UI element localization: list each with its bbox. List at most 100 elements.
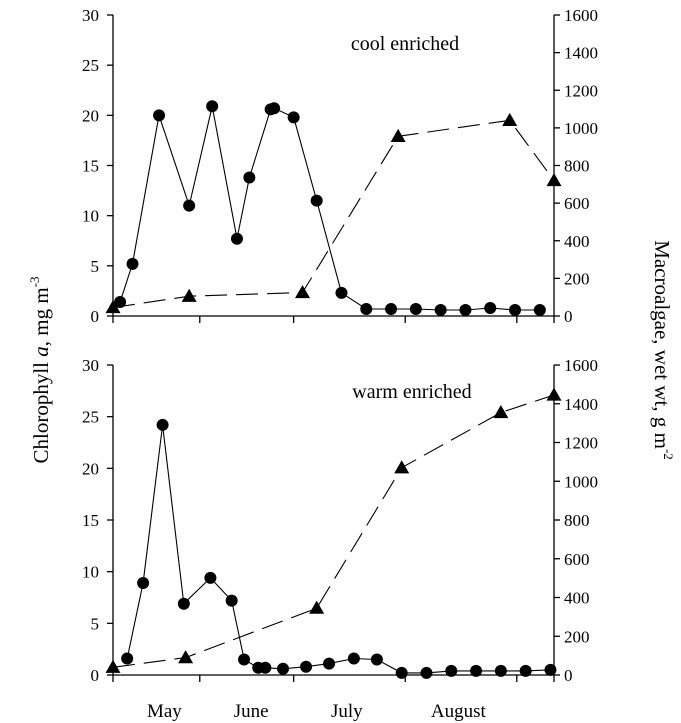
left-axis-title-post: , mg m xyxy=(29,287,53,346)
cool-right-tick-label: 1200 xyxy=(564,81,598,100)
cool-left-tick-label: 25 xyxy=(82,56,99,75)
cool-chlorophyll-point xyxy=(385,302,398,315)
warm-left-tick-label: 0 xyxy=(91,666,100,685)
warm-right-tick-label: 1000 xyxy=(564,472,598,491)
warm-left-tick-label: 30 xyxy=(82,356,99,375)
cool-chlorophyll-point xyxy=(287,111,300,124)
right-axis-title-main: Macroalgae, wet wt, g m xyxy=(650,240,674,449)
cool-chlorophyll-point xyxy=(126,257,139,270)
warm-macroalgae-point xyxy=(309,600,325,614)
right-axis-title: Macroalgae, wet wt, g m-2 xyxy=(650,240,676,460)
cool-chlorophyll-point xyxy=(335,286,348,299)
warm-left-tick-label: 25 xyxy=(82,408,99,427)
warm-chlorophyll-point xyxy=(370,653,383,666)
cool-left-tick-label: 10 xyxy=(82,207,99,226)
left-axis-title-pre: Chlorophyll xyxy=(29,357,53,464)
warm-left-tick-label: 15 xyxy=(82,511,99,530)
cool-macroalgae-point xyxy=(295,284,311,299)
warm-chlorophyll-point xyxy=(323,657,336,670)
warm-chlorophyll-point xyxy=(347,652,360,665)
warm-chlorophyll-point xyxy=(494,664,507,677)
cool-chlorophyll-point xyxy=(230,232,243,245)
cool-chlorophyll-point xyxy=(409,302,422,315)
cool-chlorophyll-point xyxy=(509,303,522,316)
month-label-june: June xyxy=(234,701,269,722)
cool-chlorophyll-point xyxy=(268,102,281,115)
cool-right-tick-label: 800 xyxy=(564,157,590,176)
warm-left-tick-label: 5 xyxy=(91,614,100,633)
warm-chlorophyll-point xyxy=(420,666,433,679)
cool-macroalgae-point xyxy=(181,288,197,302)
warm-right-tick-label: 1600 xyxy=(564,356,598,375)
warm-chlorophyll-point xyxy=(259,661,272,674)
cool-left-tick-label: 5 xyxy=(91,257,100,276)
cool-left-tick-label: 20 xyxy=(82,106,99,125)
warm-right-tick-label: 400 xyxy=(564,589,590,608)
month-label-july: July xyxy=(331,701,363,722)
cool-right-tick-label: 1600 xyxy=(564,6,598,25)
warm-chlorophyll-point xyxy=(445,664,458,677)
cool-macroalgae-point xyxy=(390,128,406,142)
warm-chlorophyll-point xyxy=(470,664,483,677)
warm-macroalgae-line xyxy=(112,394,555,668)
cool-chlorophyll-point xyxy=(243,171,256,184)
cool-chlorophyll-point xyxy=(484,301,497,314)
cool-chlorophyll-point xyxy=(360,302,373,315)
cool-chlorophyll-point xyxy=(153,109,166,122)
warm-chlorophyll-point xyxy=(238,653,251,666)
warm-macroalgae-point xyxy=(394,460,410,474)
warm-chlorophyll-point xyxy=(225,594,238,607)
left-axis-title-italic: a xyxy=(29,346,53,357)
cool-chlorophyll-line xyxy=(119,106,540,311)
warm-chlorophyll-point xyxy=(544,663,557,676)
cool-right-tick-label: 1400 xyxy=(564,44,598,63)
warm-chlorophyll-point xyxy=(204,571,217,584)
warm-macroalgae-point xyxy=(493,404,509,419)
cool-left-tick-label: 30 xyxy=(82,6,99,25)
warm-chlorophyll-point xyxy=(300,660,313,673)
cool-right-tick-label: 1000 xyxy=(564,119,598,138)
warm-right-tick-label: 200 xyxy=(564,627,590,646)
right-axis-title-sup: -2 xyxy=(661,449,676,460)
warm-enriched-panel: 0 5 10 15 20 25 30 0 200 400 600 800 1000 1200 1400 160… xyxy=(82,356,598,722)
cool-chlorophyll-point xyxy=(183,199,196,212)
cool-right-tick-label: 0 xyxy=(564,307,573,326)
cool-left-tick-label: 0 xyxy=(91,307,100,326)
warm-right-tick-label: 0 xyxy=(564,666,573,685)
cool-macroalgae-point xyxy=(105,300,121,314)
cool-right-tick-label: 600 xyxy=(564,194,590,213)
warm-chlorophyll-point xyxy=(395,666,408,679)
cool-chlorophyll-point xyxy=(459,303,472,316)
cool-enriched-panel: 0 5 10 15 20 25 30 0 200 400 600 800 1000 1200 1400 160… xyxy=(82,6,598,326)
warm-right-tick-label: 800 xyxy=(564,511,590,530)
left-axis-title: Chlorophyll a, mg m-3 xyxy=(27,276,53,463)
warm-right-tick-label: 1200 xyxy=(564,434,598,453)
cool-macroalgae-point xyxy=(502,112,518,126)
warm-chlorophyll-point xyxy=(121,652,134,665)
cool-chlorophyll-point xyxy=(114,295,127,308)
cool-right-tick-label: 400 xyxy=(564,232,590,251)
warm-right-tick-label: 600 xyxy=(564,550,590,569)
cool-panel-title: cool enriched xyxy=(351,33,459,55)
warm-macroalgae-point xyxy=(105,659,121,673)
cool-chlorophyll-point xyxy=(434,303,447,316)
cool-chlorophyll-point xyxy=(533,303,546,316)
warm-left-tick-label: 10 xyxy=(82,563,99,582)
month-label-may: May xyxy=(147,701,182,722)
warm-right-tick-label: 1400 xyxy=(564,395,598,414)
warm-chlorophyll-point xyxy=(137,577,150,590)
warm-chlorophyll-point xyxy=(277,662,290,675)
warm-panel-title: warm enriched xyxy=(352,381,471,403)
warm-chlorophyll-point xyxy=(519,664,532,677)
warm-macroalgae-point xyxy=(546,387,562,401)
cool-macroalgae-point xyxy=(546,173,562,187)
left-axis-title-sup: -3 xyxy=(27,276,42,287)
cool-chlorophyll-point xyxy=(310,194,323,207)
warm-chlorophyll-point xyxy=(177,597,190,610)
warm-chlorophyll-line xyxy=(126,424,551,674)
warm-macroalgae-point xyxy=(178,650,194,664)
warm-chlorophyll-point xyxy=(156,418,169,431)
cool-left-tick-label: 15 xyxy=(82,157,99,176)
cool-macroalgae-line xyxy=(112,119,555,309)
